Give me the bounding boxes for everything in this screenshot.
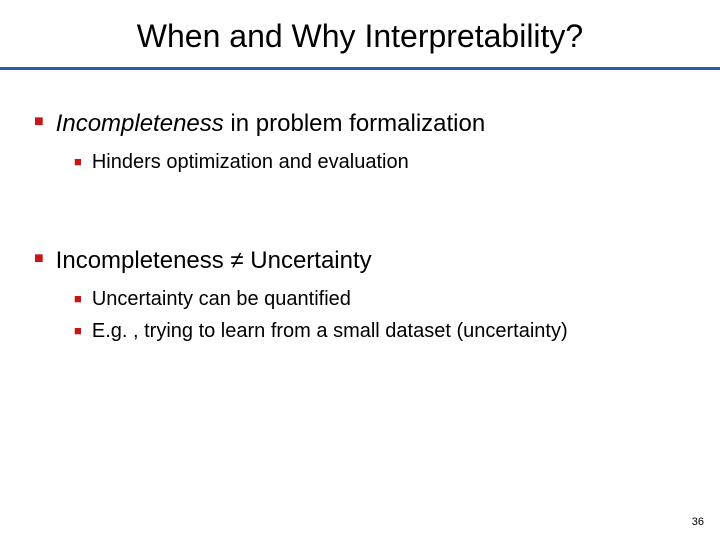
bullet-level2: ■ Uncertainty can be quantified (74, 286, 700, 312)
bullet-text: E.g. , trying to learn from a small data… (92, 318, 568, 344)
page-number: 36 (692, 516, 704, 528)
bullet-level1: ■ Incompleteness ≠ Uncertainty (34, 245, 700, 276)
slide-content: ■ Incompleteness in problem formalizatio… (0, 70, 720, 344)
spacer (34, 181, 700, 245)
bullet-marker-icon: ■ (34, 113, 44, 131)
bullet-italic-text: Incompleteness (56, 110, 224, 137)
bullet-marker-icon: ■ (34, 250, 44, 268)
bullet-marker-icon: ■ (74, 154, 82, 169)
bullet-text: Incompleteness ≠ Uncertainty (56, 245, 372, 276)
bullet-text: Uncertainty can be quantified (92, 286, 351, 312)
slide-title: When and Why Interpretability? (0, 0, 720, 67)
slide-container: When and Why Interpretability? ■ Incompl… (0, 0, 720, 540)
bullet-text: Hinders optimization and evaluation (92, 149, 409, 175)
bullet-marker-icon: ■ (74, 291, 82, 306)
bullet-level1: ■ Incompleteness in problem formalizatio… (34, 108, 700, 139)
bullet-level2: ■ Hinders optimization and evaluation (74, 149, 700, 175)
bullet-rest-text: in problem formalization (224, 110, 485, 137)
bullet-text: Incompleteness in problem formalization (56, 108, 486, 139)
bullet-level2: ■ E.g. , trying to learn from a small da… (74, 318, 700, 344)
bullet-marker-icon: ■ (74, 323, 82, 338)
